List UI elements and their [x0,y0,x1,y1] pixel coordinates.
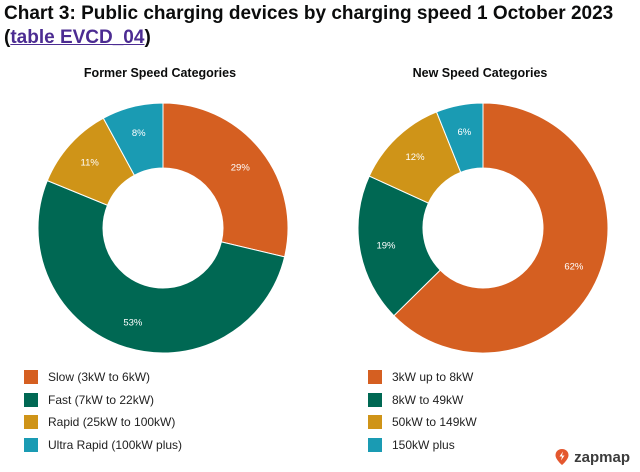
legend-item-1-3[interactable]: 150kW plus [368,434,477,457]
donut-slice-0-3[interactable] [102,102,164,176]
table-link[interactable]: table EVCD_04 [10,27,145,48]
data-label-1-3: 6% [457,127,471,138]
legend-label: Rapid (25kW to 100kW) [48,415,176,430]
legend-swatch [24,437,38,452]
legend-item-1-2[interactable]: 50kW to 149kW [368,411,477,434]
legend-former: Slow (3kW to 6kW) Fast (7kW to 22kW) Rapid… [24,366,182,456]
donut-slice-1-0[interactable] [393,102,609,354]
donut-slice-1-3[interactable] [435,102,484,173]
chart-title-former: Former Speed Categories [83,66,237,80]
legend-item-1-0[interactable]: 3kW up to 8kW [368,366,477,389]
legend-swatch [24,370,38,385]
data-label-0-0: 29% [231,162,251,173]
legend-swatch [368,437,382,452]
title-text: Chart 3: Public charging devices by char… [4,3,614,48]
chart-title-new: New Speed Categories [412,66,548,80]
legend-label: 3kW up to 8kW [392,370,474,385]
data-label-1-2: 12% [406,152,426,163]
legend-item-1-1[interactable]: 8kW to 49kW [368,389,477,412]
legend-new: 3kW up to 8kW 8kW to 49kW 50kW to 149kW 150… [368,366,477,456]
data-label-0-1: 53% [123,317,143,328]
data-label-0-3: 8% [132,128,146,139]
donut-chart-former: 29% 53% 11% 8% [37,102,289,354]
legend-swatch [368,370,382,385]
legend-swatch [24,392,38,407]
legend-item-0-0[interactable]: Slow (3kW to 6kW) [24,366,182,389]
legend-item-0-1[interactable]: Fast (7kW to 22kW) [24,389,182,412]
data-label-0-2: 11% [81,158,100,169]
legend-label: Fast (7kW to 22kW) [48,392,155,407]
donut-chart-new: 62% 19% 12% 6% [357,102,609,354]
donut-slice-0-0[interactable] [162,102,289,258]
legend-item-0-3[interactable]: Ultra Rapid (100kW plus) [24,434,182,457]
brand-name: zapmap [574,448,630,466]
legend-label: Slow (3kW to 6kW) [48,370,151,385]
legend-item-0-2[interactable]: Rapid (25kW to 100kW) [24,411,182,434]
donut-slice-1-1[interactable] [357,175,441,317]
page-title: Chart 3: Public charging devices by char… [4,2,634,50]
legend-swatch [368,392,382,407]
data-label-1-0: 62% [564,262,584,273]
legend-label: Ultra Rapid (100kW plus) [48,437,183,452]
legend-label: 150kW plus [392,437,455,452]
legend-label: 50kW to 149kW [392,415,477,430]
legend-swatch [24,415,38,430]
brand-logo: zapmap [554,448,630,466]
legend-label: 8kW to 49kW [392,392,464,407]
title-suffix: ) [144,27,151,48]
data-label-1-1: 19% [376,241,396,252]
donut-slice-0-1[interactable] [37,179,286,354]
lightning-pin-icon [555,449,569,465]
legend-swatch [368,415,382,430]
